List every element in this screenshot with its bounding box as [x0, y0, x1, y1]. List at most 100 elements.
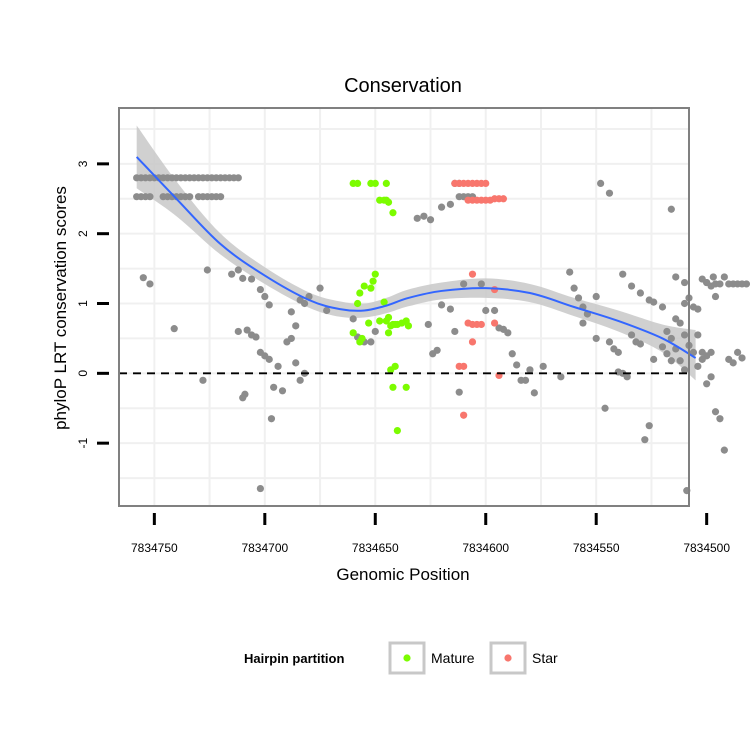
point-other: [267, 415, 276, 423]
legend-key-star: [489, 641, 527, 675]
point-other: [579, 319, 587, 327]
point-other: [433, 346, 441, 354]
point-other: [570, 284, 578, 292]
point-other: [424, 320, 432, 329]
point-other: [707, 348, 715, 356]
point-other: [482, 306, 490, 315]
x-tick-label: 7834500: [683, 541, 730, 555]
y-tick-label: 3: [76, 160, 90, 167]
point-other: [513, 361, 521, 369]
point-mature: [389, 383, 397, 391]
point-other: [139, 274, 147, 282]
point-other: [278, 387, 287, 395]
point-other: [239, 394, 247, 402]
point-other: [234, 327, 242, 336]
point-other: [292, 359, 300, 367]
point-other: [720, 446, 728, 454]
point-other: [287, 308, 295, 316]
point-other: [252, 333, 260, 341]
point-other: [413, 214, 421, 222]
point-other: [504, 329, 512, 337]
point-mature: [365, 319, 373, 327]
point-other: [627, 282, 636, 290]
x-tick-label: 7834700: [241, 541, 288, 555]
point-other: [265, 301, 273, 309]
point-mature: [371, 179, 379, 188]
point-other: [287, 334, 295, 343]
point-mature: [354, 179, 362, 188]
y-tick-label: 1: [76, 300, 90, 307]
legend-dot-star: [504, 654, 512, 662]
point-other: [146, 280, 154, 288]
point-other: [703, 380, 711, 388]
legend-dot-mature: [403, 654, 411, 662]
legend-key-mature: [388, 641, 426, 675]
point-mature: [389, 209, 397, 217]
point-other: [742, 280, 750, 288]
point-other: [199, 376, 207, 384]
point-other: [709, 273, 717, 281]
point-mature: [384, 198, 393, 206]
y-tick-label: 2: [76, 230, 90, 237]
point-mature: [376, 317, 384, 325]
point-other: [420, 212, 428, 220]
point-other: [234, 174, 242, 182]
point-other: [636, 340, 644, 348]
point-other: [446, 200, 454, 208]
point-other: [680, 299, 689, 308]
point-other: [592, 334, 600, 343]
point-other: [707, 373, 715, 381]
point-other: [667, 357, 675, 365]
point-other: [455, 388, 463, 396]
x-axis-title: Genomic Position: [336, 565, 469, 584]
point-other: [539, 362, 547, 370]
point-other: [323, 306, 331, 315]
point-star: [460, 362, 468, 370]
point-other: [234, 266, 242, 274]
point-other: [645, 422, 653, 430]
point-mature: [384, 313, 393, 322]
point-mature: [382, 179, 390, 188]
point-other: [437, 301, 446, 309]
point-other: [526, 366, 534, 374]
point-other: [170, 325, 178, 333]
point-mature: [380, 298, 388, 306]
point-other: [694, 362, 702, 370]
point-mature: [402, 383, 410, 391]
chart-title: Conservation: [344, 75, 462, 97]
point-other: [274, 362, 282, 370]
point-other: [217, 193, 225, 201]
point-other: [703, 278, 711, 287]
point-mature: [369, 277, 377, 285]
point-other: [680, 366, 689, 374]
point-other: [689, 348, 698, 356]
point-mature: [391, 362, 399, 370]
point-other: [316, 284, 324, 292]
plot-panel-border: [118, 107, 690, 507]
point-other: [530, 389, 538, 397]
point-other: [186, 193, 194, 201]
point-other: [663, 327, 671, 336]
legend-label-mature: Mature: [431, 650, 475, 666]
point-other: [694, 305, 702, 313]
point-other: [265, 355, 273, 363]
point-other: [292, 322, 300, 330]
point-other: [521, 376, 530, 384]
point-other: [270, 383, 278, 391]
point-other: [663, 350, 671, 358]
point-mature: [356, 338, 364, 346]
point-other: [446, 305, 454, 313]
x-tick-label: 7834750: [131, 541, 178, 555]
point-other: [667, 334, 675, 343]
point-other: [367, 338, 375, 346]
smooth-line-layer: [135, 156, 697, 359]
point-other: [605, 338, 614, 346]
point-other: [619, 270, 627, 278]
point-other: [720, 273, 728, 281]
point-other: [508, 350, 516, 358]
legend: Hairpin partition Mature Star: [244, 641, 558, 675]
point-other: [658, 303, 667, 311]
point-star: [499, 195, 508, 203]
point-other: [243, 326, 251, 334]
